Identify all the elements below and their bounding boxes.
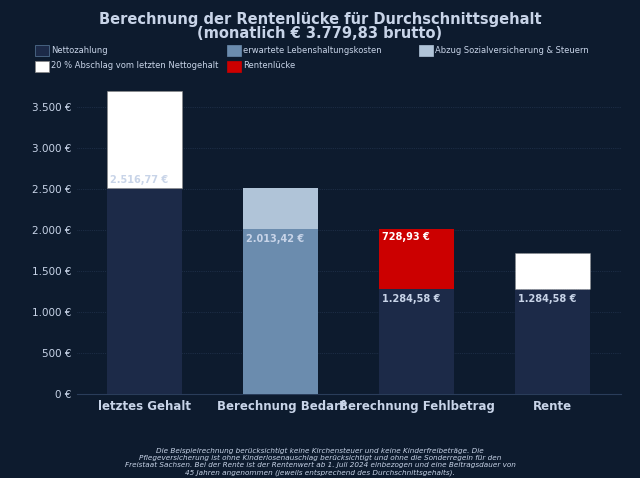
Bar [243, 188, 318, 229]
Bar [380, 229, 454, 289]
Bar [108, 188, 182, 394]
Text: Die Beispielrechnung berücksichtigt keine Kirchensteuer und keine Kinderfreibetr: Die Beispielrechnung berücksichtigt kein… [125, 447, 515, 476]
Bar [243, 229, 318, 394]
Text: 2.013,42 €: 2.013,42 € [246, 234, 304, 244]
Bar [380, 289, 454, 394]
Text: erwartete Lebenshaltungskosten: erwartete Lebenshaltungskosten [243, 46, 382, 54]
Bar [108, 90, 182, 188]
Bar [515, 289, 590, 394]
Text: 728,93 €: 728,93 € [382, 231, 430, 241]
Text: 20 % Abschlag vom letzten Nettogehalt: 20 % Abschlag vom letzten Nettogehalt [51, 62, 219, 70]
Bar [515, 253, 590, 289]
Text: 1.284,58 €: 1.284,58 € [382, 294, 440, 304]
Text: 1.284,58 €: 1.284,58 € [518, 294, 577, 304]
Text: (monatlich € 3.779,83 brutto): (monatlich € 3.779,83 brutto) [197, 26, 443, 41]
Text: Nettozahlung: Nettozahlung [51, 46, 108, 54]
Text: Berechnung der Rentenlücke für Durchschnittsgehalt: Berechnung der Rentenlücke für Durchschn… [99, 12, 541, 27]
Text: 2.516,77 €: 2.516,77 € [110, 175, 168, 185]
Text: Abzug Sozialversicherung & Steuern: Abzug Sozialversicherung & Steuern [435, 46, 589, 54]
Text: Rentenlücke: Rentenlücke [243, 62, 296, 70]
